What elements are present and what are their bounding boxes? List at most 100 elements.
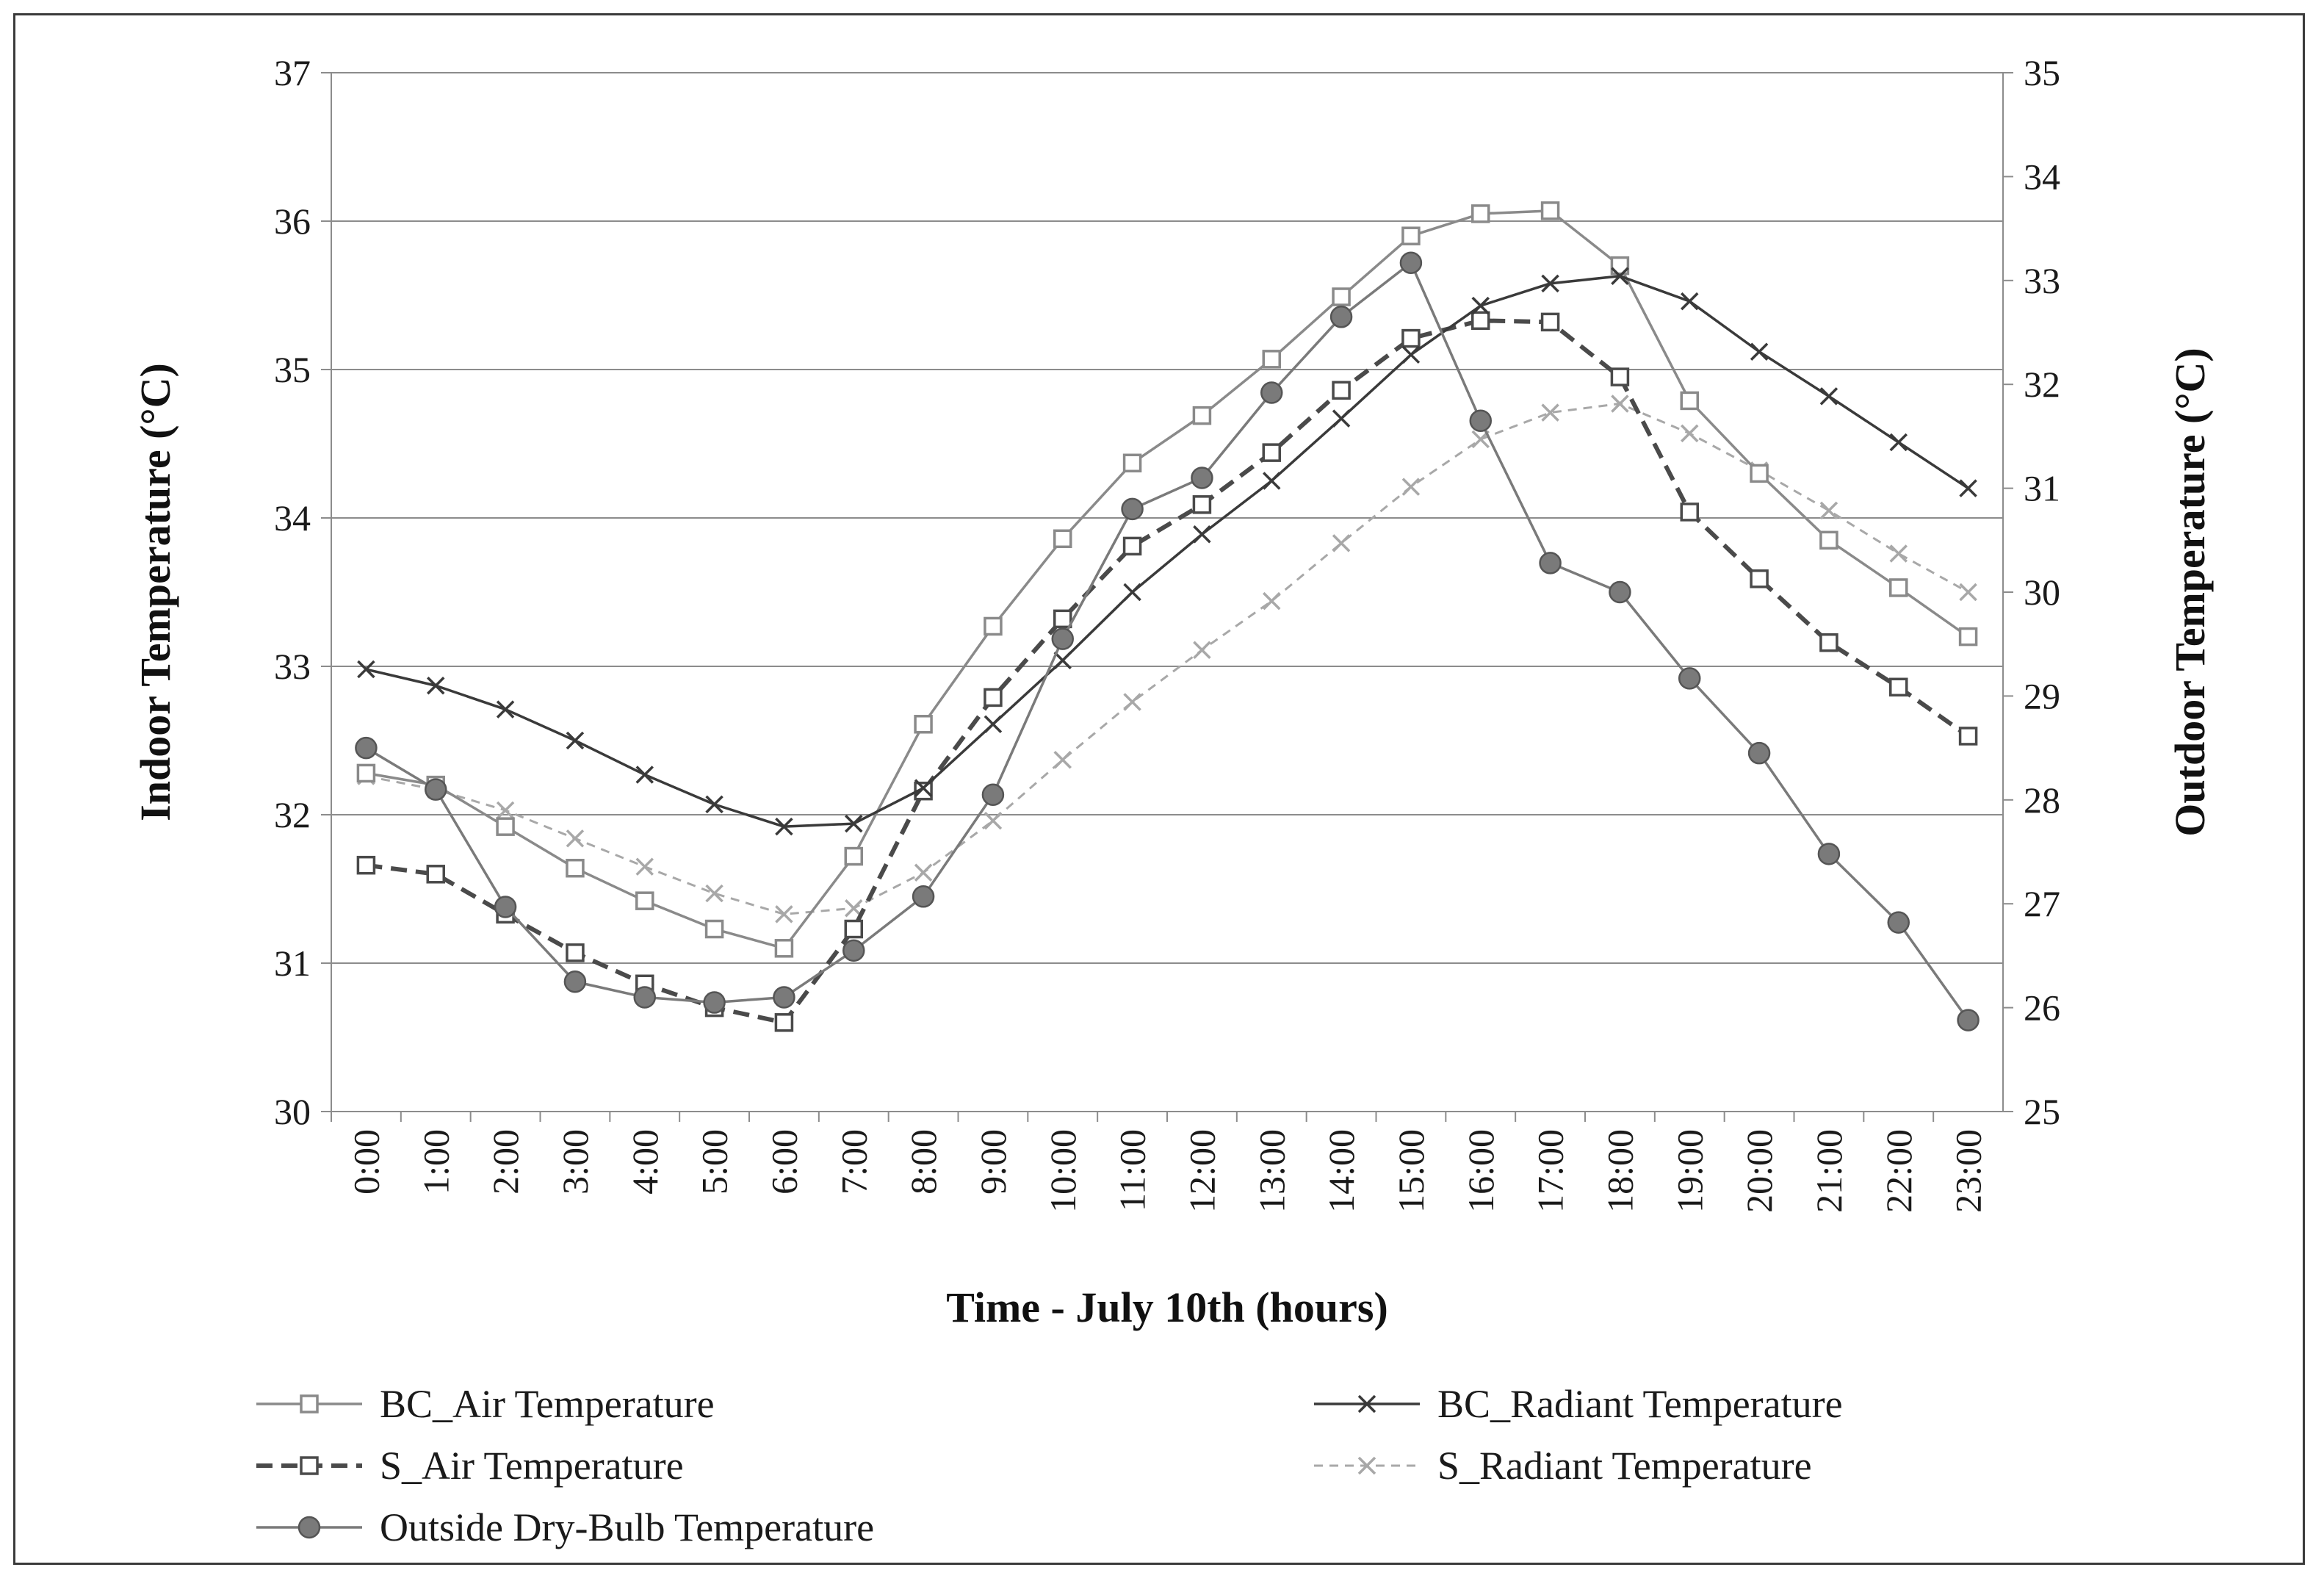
data-point (1332, 287, 1351, 306)
left-y-axis-title: Indoor Temperature (°C) (131, 363, 179, 821)
x-tick-label: 23:00 (1948, 1129, 1989, 1213)
marker-stroke (914, 863, 933, 882)
marker-stroke (1541, 274, 1559, 293)
right-y-tick-labels: 25 26 27 28 29 30 31 32 33 34 35 (2003, 52, 2060, 1132)
data-point (1539, 552, 1562, 575)
data-point (984, 688, 1003, 707)
data-point (1123, 583, 1141, 602)
marker-stroke (705, 795, 723, 814)
data-point (705, 795, 723, 814)
marker-stroke (1959, 583, 1977, 602)
data-point (357, 660, 375, 679)
data-point (1887, 911, 1910, 934)
marker-stroke (566, 731, 585, 750)
data-point (1889, 433, 1908, 452)
data-point (774, 939, 794, 958)
series-bc-radiant-temperature (357, 267, 1977, 836)
data-point (1053, 529, 1072, 549)
data-point (496, 801, 515, 820)
data-point (1889, 677, 1908, 697)
marker-stroke (1750, 342, 1769, 361)
data-point (705, 884, 723, 903)
x-tick-label: 8:00 (903, 1129, 944, 1195)
data-point (1680, 391, 1699, 411)
series-line (366, 402, 1969, 915)
legend-label: BC_Air Temperature (380, 1382, 715, 1426)
data-point (1889, 578, 1908, 597)
data-point (633, 986, 656, 1009)
data-point (912, 885, 935, 908)
data-point (563, 970, 587, 993)
data-point (1122, 453, 1142, 473)
x-tick-label: 16:00 (1460, 1129, 1501, 1213)
data-point (1399, 251, 1423, 275)
marker-stroke (1819, 387, 1838, 406)
data-point (635, 891, 654, 910)
data-point (981, 783, 1005, 806)
marker-stroke (1332, 534, 1351, 552)
data-point (1541, 274, 1559, 293)
data-point (494, 896, 517, 918)
marker-stroke (1681, 292, 1699, 311)
data-point (1332, 409, 1351, 428)
right-y-tick-label: 32 (2024, 364, 2060, 405)
data-point (635, 857, 654, 876)
data-point (635, 766, 654, 784)
marker-stroke (1471, 296, 1490, 315)
right-y-tick-label: 27 (2024, 883, 2060, 924)
x-tick-label: 21:00 (1808, 1129, 1850, 1213)
data-point (1123, 693, 1141, 711)
data-point (356, 763, 376, 783)
marker-stroke (845, 814, 863, 833)
left-y-tick-label: 37 (274, 52, 311, 93)
data-point (1750, 342, 1769, 361)
marker-stroke (496, 700, 515, 719)
series-line (366, 318, 1970, 1025)
data-point (1958, 627, 1978, 647)
legend-item: S_Air Temperature (256, 1444, 684, 1488)
data-point (1121, 497, 1144, 521)
data-point (427, 677, 445, 695)
marker-stroke (1611, 267, 1629, 285)
data-point (566, 731, 585, 750)
data-point (773, 986, 795, 1009)
data-point (1819, 501, 1838, 520)
marker-stroke (1053, 651, 1072, 670)
data-point (1610, 367, 1630, 386)
data-point (1471, 311, 1490, 331)
x-tick-label: 2:00 (485, 1129, 526, 1195)
legend-label: S_Radiant Temperature (1437, 1444, 1812, 1488)
x-tick-label: 4:00 (624, 1129, 665, 1195)
data-point (984, 715, 1003, 734)
right-y-tick-label: 29 (2024, 675, 2060, 716)
data-point (566, 943, 585, 962)
data-point (775, 817, 793, 836)
data-point (1959, 583, 1977, 602)
marker-stroke (1889, 544, 1908, 563)
data-point (703, 991, 726, 1014)
marker-stroke (1263, 472, 1281, 490)
x-tick-label: 0:00 (345, 1129, 386, 1195)
marker-stroke (1193, 641, 1211, 660)
left-y-tick-labels: 30 31 32 33 34 35 36 37 (274, 52, 331, 1132)
right-y-tick-label: 35 (2024, 52, 2060, 93)
x-tick-label: 3:00 (555, 1129, 596, 1195)
data-point (914, 779, 933, 797)
data-point (1051, 627, 1074, 650)
series-outside-dry-bulb-temperature (355, 251, 1980, 1031)
right-y-tick-label: 30 (2024, 572, 2060, 613)
marker-stroke (1401, 478, 1421, 496)
marker-stroke (1611, 395, 1629, 413)
marker-stroke (635, 766, 654, 784)
data-point (1122, 536, 1142, 556)
marker-stroke (1959, 479, 1977, 497)
right-y-tick-label: 33 (2024, 260, 2060, 301)
data-point (1611, 395, 1629, 413)
x-tick-label: 18:00 (1599, 1129, 1640, 1213)
x-tick-label: 7:00 (833, 1129, 874, 1195)
data-point (1332, 381, 1351, 400)
data-point (1540, 312, 1560, 332)
legend-item: BC_Air Temperature (256, 1382, 715, 1426)
marker-stroke (1357, 1456, 1376, 1475)
x-tick-label: 5:00 (694, 1129, 735, 1195)
